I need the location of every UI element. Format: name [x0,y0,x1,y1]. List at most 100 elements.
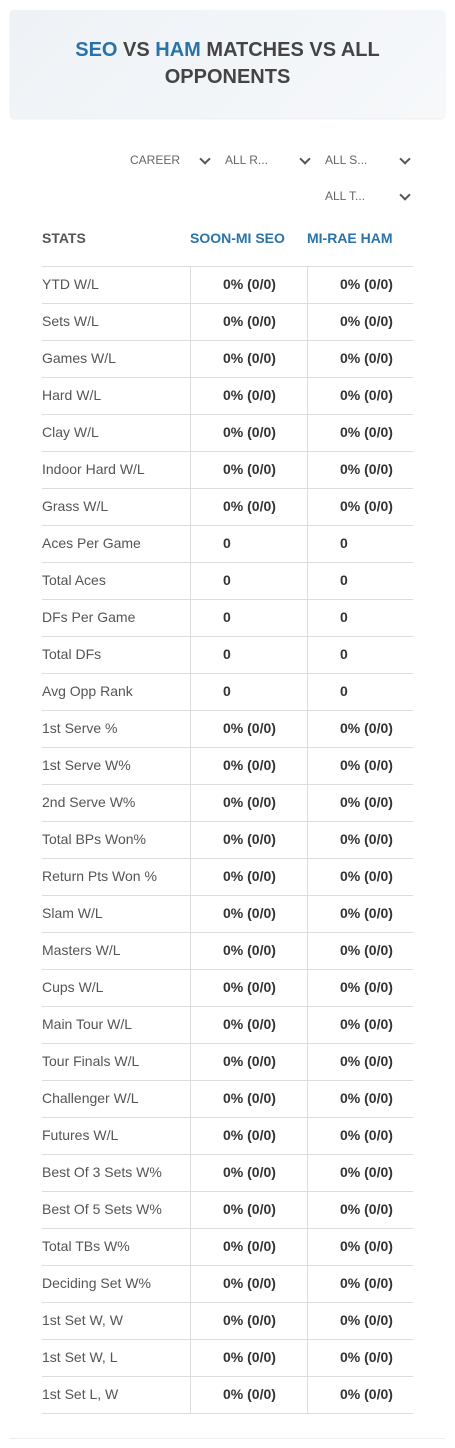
stat-value: 0% (0/0) [340,424,393,440]
stat-label: Indoor Hard W/L [42,461,145,477]
row-divider [42,1339,413,1340]
stat-value: 0 [340,609,348,625]
stat-label: Total DFs [42,646,102,662]
stat-value: 0% (0/0) [223,1275,276,1291]
title: SEO VS HAM MATCHES VS ALL OPPONENTS [50,37,405,91]
row-divider [42,340,413,341]
row-divider [42,747,413,748]
stat-value: 0% (0/0) [223,720,276,736]
stat-value: 0% (0/0) [223,1164,276,1180]
stat-value: 0% (0/0) [223,1312,276,1328]
stat-value: 0% (0/0) [340,942,393,958]
stat-label: Games W/L [42,350,116,366]
stat-value: 0% (0/0) [340,387,393,403]
stat-value: 0% (0/0) [340,1386,393,1402]
row-divider [42,784,413,785]
row-divider [42,1117,413,1118]
stat-value: 0 [223,535,231,551]
stat-value: 0% (0/0) [340,1312,393,1328]
stat-value: 0% (0/0) [340,1275,393,1291]
row-divider [42,895,413,896]
stat-label: Masters W/L [42,942,121,958]
filter-label: ALL S... [325,153,368,167]
stat-label: Sets W/L [42,313,99,329]
stat-label: Total TBs W% [42,1238,130,1254]
stat-label: Hard W/L [42,387,102,403]
filter-dropdown[interactable]: ALL S... [325,150,413,170]
stat-label: 1st Set L, W [42,1386,119,1402]
row-divider [42,858,413,859]
row-divider [42,710,413,711]
stat-value: 0% (0/0) [223,868,276,884]
stat-label: DFs Per Game [42,609,136,625]
stat-value: 0% (0/0) [340,1090,393,1106]
stat-value: 0% (0/0) [340,1349,393,1365]
row-divider [42,1154,413,1155]
stat-value: 0% (0/0) [223,313,276,329]
stat-value: 0% (0/0) [340,498,393,514]
stat-value: 0 [223,609,231,625]
stat-value: 0% (0/0) [340,1127,393,1143]
stat-value: 0% (0/0) [223,905,276,921]
filter-label: ALL T... [325,189,366,203]
stat-label: Cups W/L [42,979,104,995]
row-divider [42,1080,413,1081]
column-divider [190,266,191,1413]
stat-value: 0 [223,646,231,662]
stat-value: 0% (0/0) [223,387,276,403]
stat-value: 0 [223,572,231,588]
stat-label: 1st Set W, L [42,1349,118,1365]
filter-dropdown[interactable]: CAREER [130,150,213,170]
row-divider [42,1191,413,1192]
stat-value: 0% (0/0) [223,1053,276,1069]
row-divider [42,1302,413,1303]
stat-value: 0% (0/0) [340,720,393,736]
row-divider [42,414,413,415]
stat-value: 0% (0/0) [340,1053,393,1069]
stat-label: Best Of 3 Sets W% [42,1164,162,1180]
stat-value: 0% (0/0) [223,1090,276,1106]
stat-value: 0% (0/0) [223,424,276,440]
stat-label: 1st Serve W% [42,757,131,773]
row-divider [42,1265,413,1266]
stat-label: Avg Opp Rank [42,683,133,699]
title-player: HAM [155,39,201,61]
column-header[interactable]: MI-RAE HAM [307,230,393,246]
row-divider [42,266,413,267]
stat-value: 0% (0/0) [340,979,393,995]
row-divider [42,562,413,563]
stat-label: Aces Per Game [42,535,141,551]
stat-value: 0% (0/0) [223,831,276,847]
title-player: SEO [75,39,118,61]
stat-value: 0% (0/0) [340,757,393,773]
column-header[interactable]: SOON-MI SEO [190,230,285,246]
stat-value: 0% (0/0) [340,1238,393,1254]
stat-label: Slam W/L [42,905,103,921]
filter-dropdown[interactable]: ALL T... [325,186,413,206]
row-divider [42,1376,413,1377]
row-divider [42,525,413,526]
stat-value: 0% (0/0) [223,1127,276,1143]
stat-value: 0% (0/0) [223,461,276,477]
stat-value: 0% (0/0) [340,868,393,884]
stat-value: 0 [340,646,348,662]
title-text: VS [123,39,150,61]
row-divider [42,673,413,674]
stat-label: Grass W/L [42,498,109,514]
row-divider [42,451,413,452]
stat-value: 0% (0/0) [340,313,393,329]
stat-value: 0% (0/0) [223,1016,276,1032]
stat-value: 0% (0/0) [340,1201,393,1217]
stat-label: Main Tour W/L [42,1016,132,1032]
row-divider [42,1413,413,1414]
stat-value: 0% (0/0) [223,1386,276,1402]
stat-label: Deciding Set W% [42,1275,151,1291]
row-divider [42,1043,413,1044]
filter-dropdown[interactable]: ALL R... [225,150,313,170]
stat-label: Futures W/L [42,1127,119,1143]
stat-value: 0% (0/0) [223,350,276,366]
stat-label: 2nd Serve W% [42,794,136,810]
stat-value: 0% (0/0) [340,905,393,921]
stat-value: 0% (0/0) [340,461,393,477]
stat-value: 0% (0/0) [223,942,276,958]
